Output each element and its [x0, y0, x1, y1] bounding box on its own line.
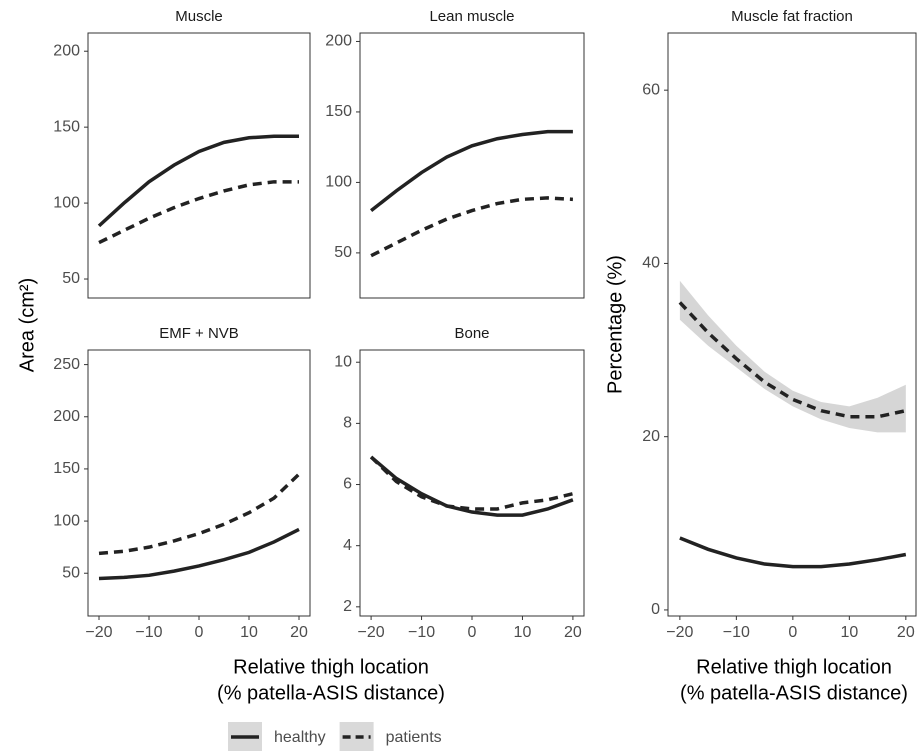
- x-axis-title: (% patella-ASIS distance): [217, 682, 445, 704]
- y-tick-label: 100: [53, 194, 80, 211]
- y-tick-label: 150: [53, 460, 80, 477]
- panel-frame: [667, 32, 917, 617]
- x-tick-label: −20: [666, 624, 693, 641]
- y-tick-label: 100: [325, 174, 352, 191]
- x-tick-label: 10: [240, 624, 258, 641]
- x-tick-label: 0: [195, 624, 204, 641]
- series-line: [370, 196, 573, 258]
- panel-title: Muscle: [175, 8, 223, 25]
- series-line: [679, 536, 907, 569]
- legend-label: patients: [386, 729, 442, 746]
- x-tick-label: −10: [408, 624, 435, 641]
- panel-title: Lean muscle: [429, 8, 514, 25]
- series-line: [370, 129, 573, 212]
- series-line: [369, 455, 574, 511]
- x-axis-title: Relative thigh location: [233, 656, 429, 678]
- x-tick-label: 0: [788, 624, 797, 641]
- series-line: [98, 180, 299, 245]
- y-tick-label: 60: [642, 81, 660, 98]
- y-tick-label: 200: [325, 33, 352, 50]
- y-tick-label: 200: [53, 42, 80, 59]
- y-tick-label: 50: [62, 564, 80, 581]
- confidence-band: [679, 280, 906, 433]
- y-tick-label: 150: [325, 103, 352, 120]
- y-axis-title: Area (cm²): [16, 278, 38, 372]
- x-tick-label: −10: [135, 624, 162, 641]
- series-line: [369, 455, 574, 517]
- x-tick-label: 20: [290, 624, 308, 641]
- panel-frame: [359, 349, 585, 617]
- x-axis-title: Relative thigh location: [696, 656, 892, 678]
- x-tick-label: 20: [897, 624, 915, 641]
- x-tick-label: 10: [514, 624, 532, 641]
- y-tick-label: 150: [53, 118, 80, 135]
- y-tick-label: 4: [343, 537, 352, 554]
- panel-frame: [359, 32, 585, 299]
- series-line: [97, 134, 299, 228]
- x-tick-label: −20: [358, 624, 385, 641]
- panel-title: Muscle fat fraction: [731, 8, 853, 25]
- series-line: [98, 527, 300, 581]
- y-tick-label: 20: [642, 428, 660, 445]
- y-axis-title: Percentage (%): [604, 255, 626, 394]
- x-tick-label: −10: [723, 624, 750, 641]
- y-tick-label: 10: [334, 353, 352, 370]
- x-tick-label: −20: [85, 624, 112, 641]
- x-tick-label: 20: [564, 624, 582, 641]
- y-tick-label: 200: [53, 408, 80, 425]
- panel-frame: [87, 32, 311, 299]
- y-tick-label: 250: [53, 356, 80, 373]
- y-tick-label: 0: [651, 601, 660, 618]
- y-tick-label: 8: [343, 415, 352, 432]
- y-tick-label: 40: [642, 255, 660, 272]
- y-tick-label: 6: [343, 476, 352, 493]
- series-line: [98, 472, 301, 556]
- y-tick-label: 50: [62, 270, 80, 287]
- x-tick-label: 10: [840, 624, 858, 641]
- legend-label: healthy: [274, 729, 326, 746]
- y-tick-label: 100: [53, 512, 80, 529]
- series-line: [678, 301, 907, 419]
- y-tick-label: 50: [334, 244, 352, 261]
- x-tick-label: 0: [468, 624, 477, 641]
- x-axis-title: (% patella-ASIS distance): [680, 682, 908, 704]
- panel-title: EMF + NVB: [159, 325, 239, 342]
- y-tick-label: 2: [343, 598, 352, 615]
- panel-title: Bone: [454, 325, 489, 342]
